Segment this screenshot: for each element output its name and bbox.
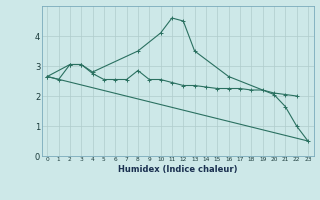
X-axis label: Humidex (Indice chaleur): Humidex (Indice chaleur) bbox=[118, 165, 237, 174]
